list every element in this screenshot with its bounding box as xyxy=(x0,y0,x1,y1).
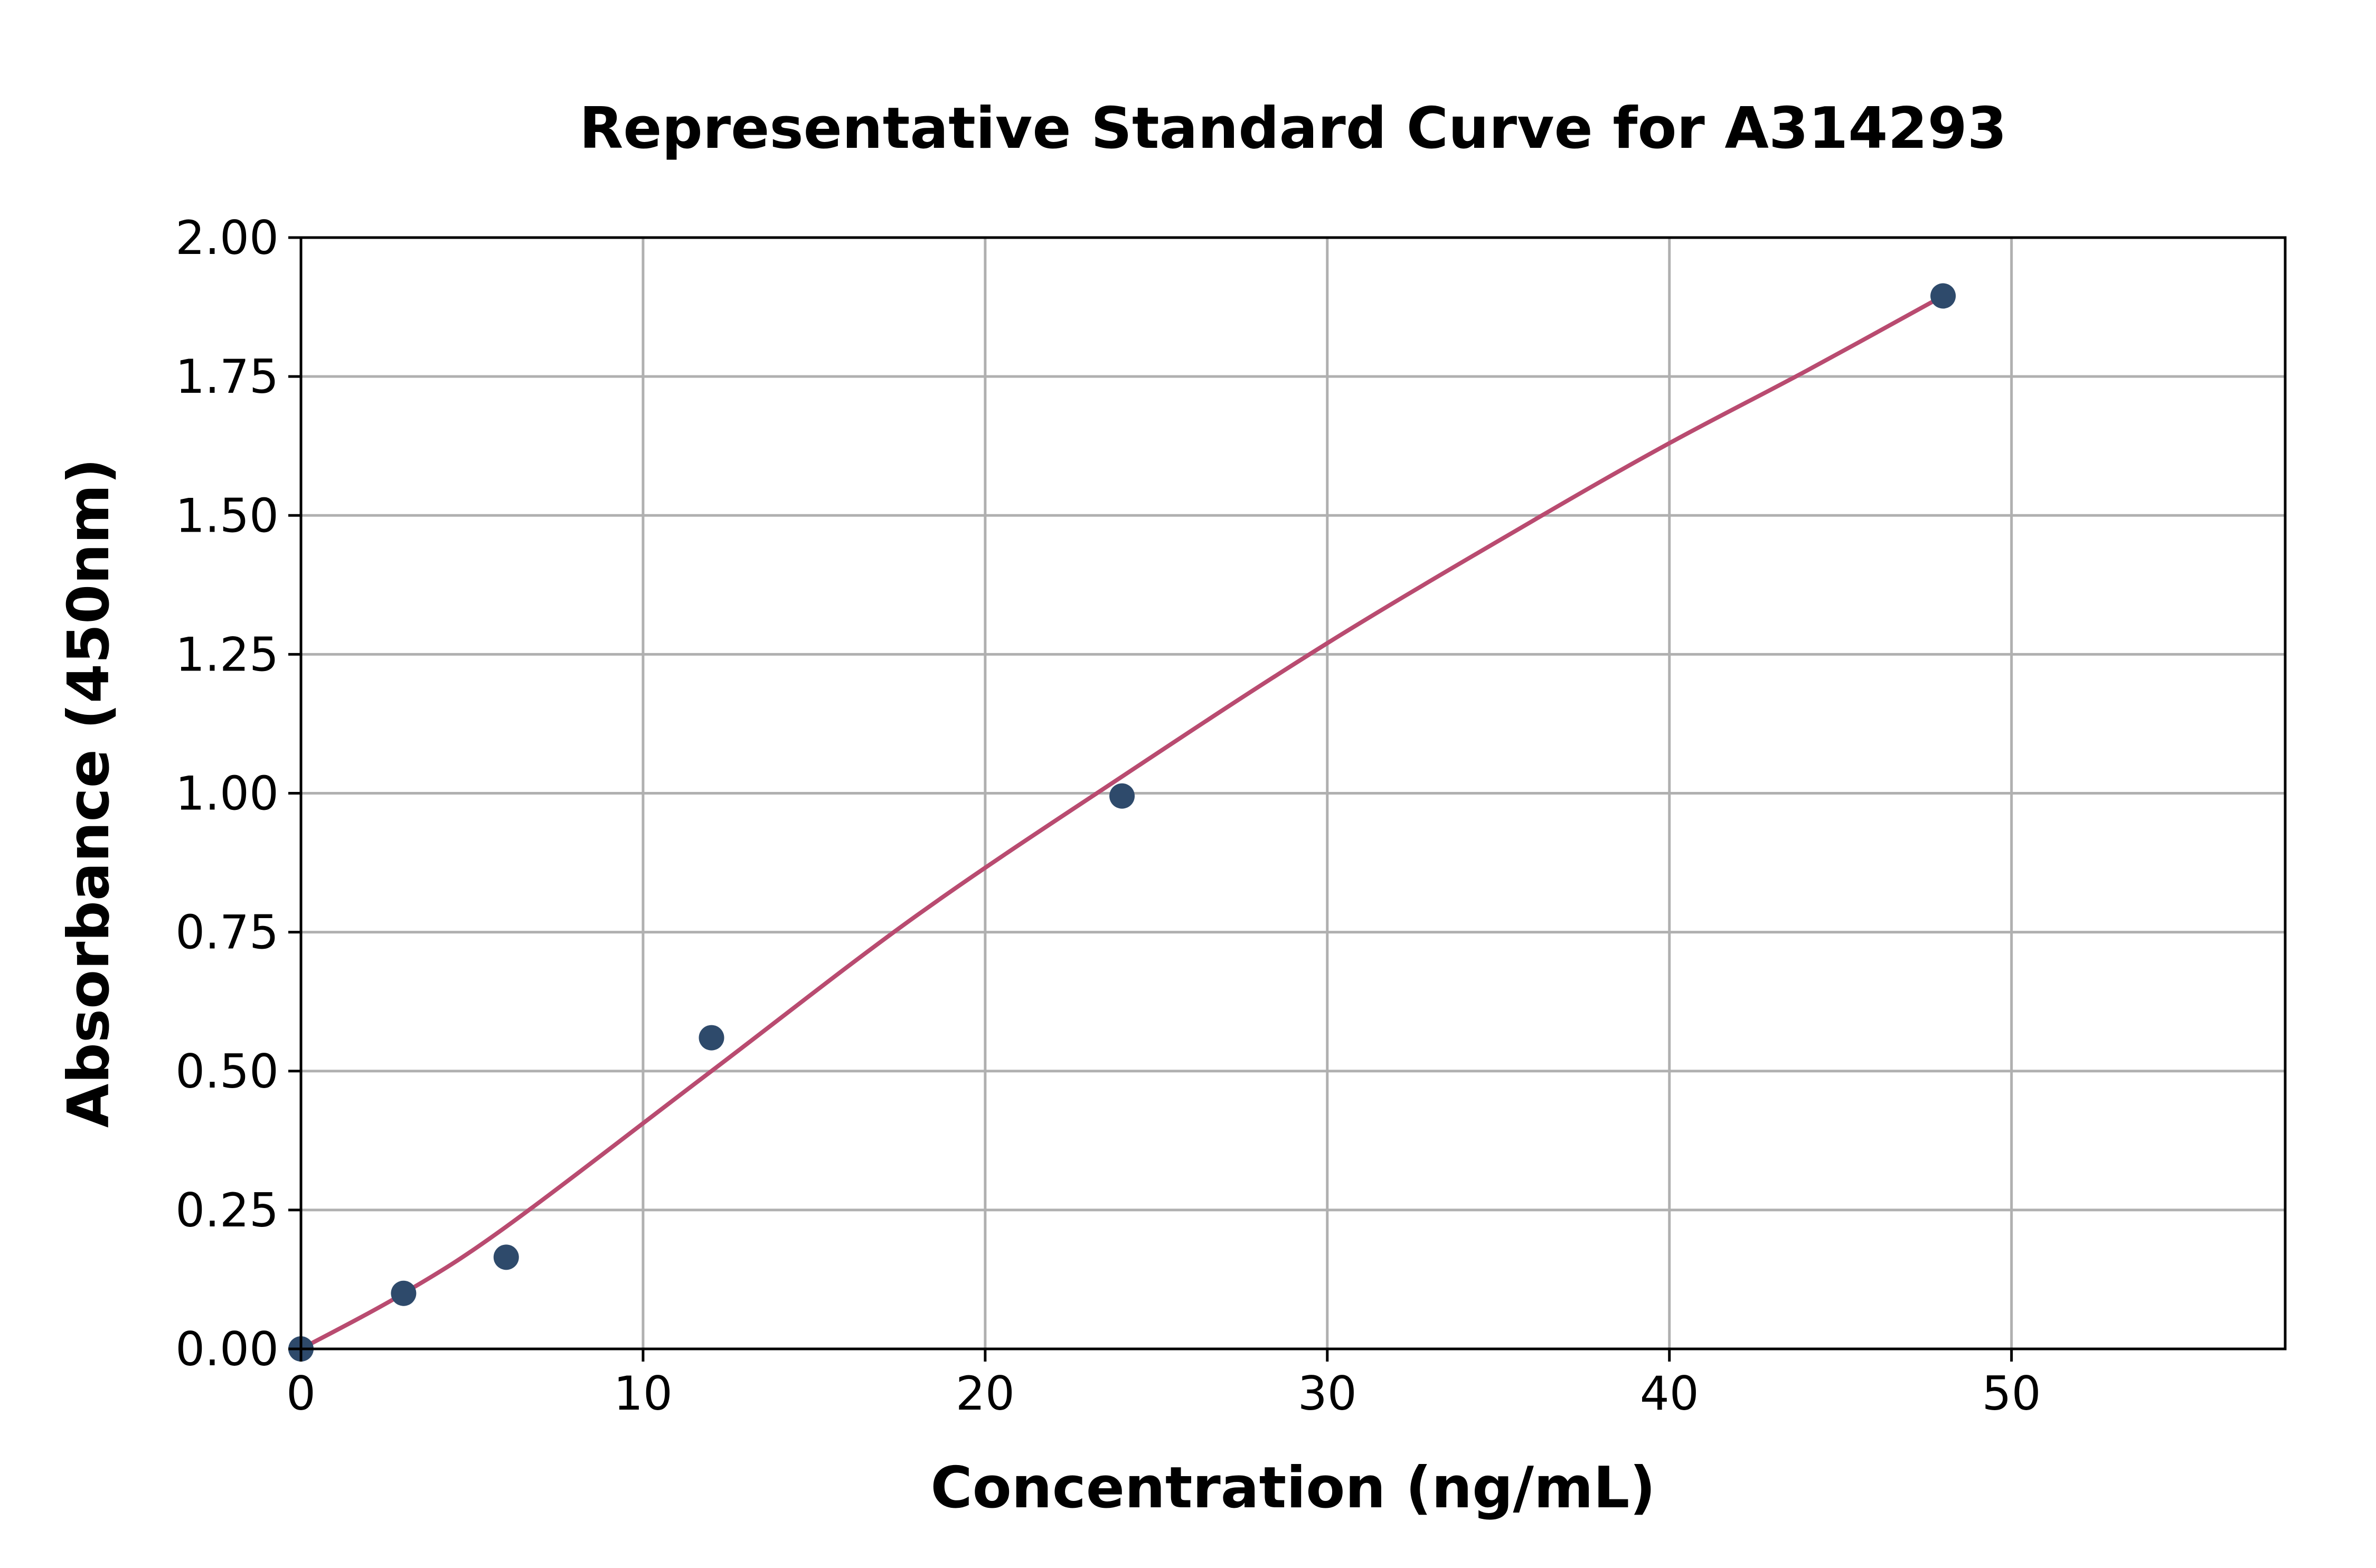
axis-ticks: 0 10 20 30 40 50 0.00 0.25 0.50 0.75 1.00 1.25 1.50 1… xyxy=(175,211,2041,1421)
y-tick-label: 1.25 xyxy=(175,627,279,682)
x-tick-label: 40 xyxy=(1640,1366,1699,1421)
y-tick-label: 0.00 xyxy=(175,1322,279,1376)
data-points-layer xyxy=(288,283,1956,1362)
data-point xyxy=(391,1280,417,1306)
data-point xyxy=(699,1025,724,1051)
data-point xyxy=(1109,783,1135,809)
data-point xyxy=(1930,283,1956,309)
chart-title: Representative Standard Curve for A31429… xyxy=(579,96,2007,162)
y-axis-label: Absorbance (450nm) xyxy=(56,458,122,1128)
y-tick-label: 0.75 xyxy=(175,905,279,960)
fit-curve-line xyxy=(299,294,1946,1351)
x-tick-label: 0 xyxy=(286,1366,316,1421)
x-tick-label: 10 xyxy=(614,1366,673,1421)
x-axis-label: Concentration (ng/mL) xyxy=(930,1455,1655,1521)
y-tick-label: 1.00 xyxy=(175,767,279,821)
y-tick-label: 1.75 xyxy=(175,350,279,404)
grid-lines xyxy=(299,236,2285,1350)
x-tick-label: 50 xyxy=(1982,1366,2041,1421)
y-tick-label: 0.50 xyxy=(175,1044,279,1099)
x-tick-label: 20 xyxy=(956,1366,1015,1421)
data-point xyxy=(493,1244,519,1270)
y-tick-label: 0.25 xyxy=(175,1183,279,1238)
y-tick-label: 1.50 xyxy=(175,488,279,543)
fit-curve-layer xyxy=(299,294,1946,1351)
y-tick-label: 2.00 xyxy=(175,211,279,265)
x-tick-label: 30 xyxy=(1298,1366,1357,1421)
